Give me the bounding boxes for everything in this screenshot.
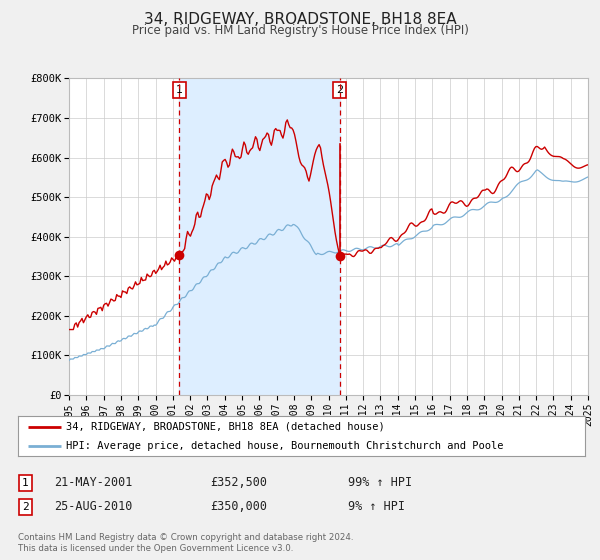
Text: 34, RIDGEWAY, BROADSTONE, BH18 8EA (detached house): 34, RIDGEWAY, BROADSTONE, BH18 8EA (deta… [66, 422, 385, 432]
Text: £352,500: £352,500 [210, 476, 267, 489]
Text: 9% ↑ HPI: 9% ↑ HPI [348, 500, 405, 514]
Text: 25-AUG-2010: 25-AUG-2010 [54, 500, 133, 514]
Text: 1: 1 [22, 478, 29, 488]
Text: 2: 2 [336, 85, 343, 95]
Text: 2: 2 [22, 502, 29, 512]
Text: 34, RIDGEWAY, BROADSTONE, BH18 8EA: 34, RIDGEWAY, BROADSTONE, BH18 8EA [143, 12, 457, 27]
Text: 21-MAY-2001: 21-MAY-2001 [54, 476, 133, 489]
Text: 1: 1 [176, 85, 183, 95]
Bar [179, 78, 340, 395]
Text: Contains HM Land Registry data © Crown copyright and database right 2024.: Contains HM Land Registry data © Crown c… [18, 533, 353, 542]
Text: 99% ↑ HPI: 99% ↑ HPI [348, 476, 412, 489]
Text: HPI: Average price, detached house, Bournemouth Christchurch and Poole: HPI: Average price, detached house, Bour… [66, 441, 503, 451]
Text: £350,000: £350,000 [210, 500, 267, 514]
Text: This data is licensed under the Open Government Licence v3.0.: This data is licensed under the Open Gov… [18, 544, 293, 553]
Text: Price paid vs. HM Land Registry's House Price Index (HPI): Price paid vs. HM Land Registry's House … [131, 24, 469, 36]
